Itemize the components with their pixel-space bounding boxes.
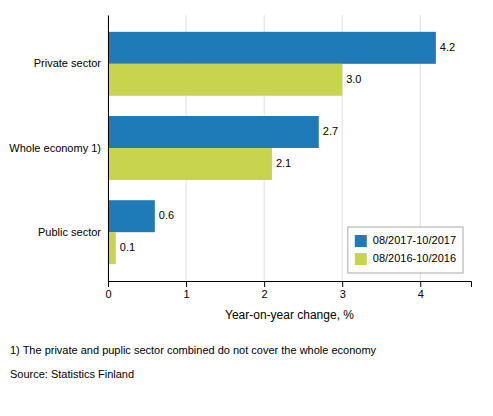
bar <box>108 32 436 64</box>
chart: 4.2 2.7 0.6 3.0 2.1 0.1 0 1 2 3 4 Private sector Who… <box>0 0 493 416</box>
x-axis-title: Year-on-year change, % <box>225 308 354 322</box>
x-tick-label: 0 <box>105 288 111 300</box>
bar <box>108 232 116 264</box>
x-tick-mark <box>420 281 421 287</box>
x-tick-label: 2 <box>262 288 268 300</box>
data-label: 0.1 <box>120 241 135 253</box>
x-tick: 2 <box>262 281 268 300</box>
data-label: 3.0 <box>346 73 361 85</box>
footnote: Source: Statistics Finland <box>10 368 134 380</box>
grid-line <box>108 15 109 281</box>
legend-item: 08/2016-10/2016 <box>355 252 456 265</box>
y-tick-label: Whole economy 1) <box>9 142 101 154</box>
x-tick-mark <box>186 281 187 287</box>
data-label: 4.2 <box>440 41 455 53</box>
data-labels: 4.2 2.7 0.6 3.0 2.1 0.1 <box>120 41 455 253</box>
x-tick-mark <box>342 281 343 287</box>
x-tick-mark <box>264 281 265 287</box>
y-tick: Private sector <box>34 57 102 69</box>
x-axis: 0 1 2 3 4 <box>105 281 471 300</box>
legend-swatch <box>355 253 367 265</box>
legend-swatch <box>355 235 367 247</box>
x-tick-label: 4 <box>418 288 424 300</box>
bar <box>108 148 272 180</box>
plot: 4.2 2.7 0.6 3.0 2.1 0.1 0 1 2 3 4 Private sector Who… <box>9 15 471 322</box>
footnote: 1) The private and puplic sector combine… <box>10 344 377 356</box>
bar <box>108 200 155 232</box>
bar <box>108 116 319 148</box>
footnotes: 1) The private and puplic sector combine… <box>10 344 377 380</box>
x-tick: 3 <box>340 281 346 300</box>
data-label: 0.6 <box>159 209 174 221</box>
y-tick: Whole economy 1) <box>9 142 101 154</box>
y-tick-label: Public sector <box>38 226 101 238</box>
x-tick-mark <box>108 281 109 287</box>
y-axis-line <box>108 16 109 282</box>
legend-label: 08/2017-10/2017 <box>373 234 456 246</box>
y-tick-label: Private sector <box>34 57 102 69</box>
x-tick-label: 3 <box>340 288 346 300</box>
y-axis: Private sector Whole economy 1) Public sec… <box>9 16 108 282</box>
legend-label: 08/2016-10/2016 <box>373 252 456 264</box>
data-label: 2.7 <box>323 125 338 137</box>
bar <box>108 64 342 96</box>
legend-frame <box>348 227 463 273</box>
x-tick: 4 <box>418 281 424 300</box>
y-tick: Public sector <box>38 226 101 238</box>
data-label: 2.1 <box>276 157 291 169</box>
x-tick: 1 <box>184 281 190 300</box>
legend: 08/2017-10/2017 08/2016-10/2016 <box>348 227 463 273</box>
legend-item: 08/2017-10/2017 <box>355 234 456 247</box>
x-tick-label: 1 <box>184 288 190 300</box>
x-axis-line <box>109 282 472 288</box>
x-tick: 0 <box>105 281 111 300</box>
